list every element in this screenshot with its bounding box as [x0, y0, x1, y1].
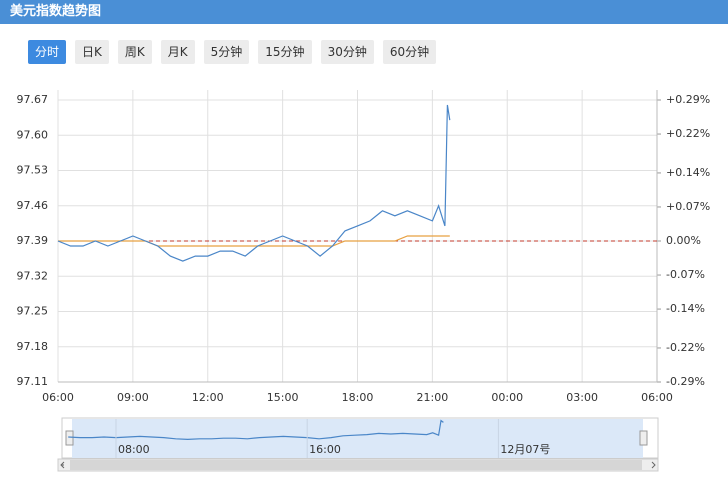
y2-tick-label: -0.14% — [666, 302, 705, 315]
tab[interactable]: 月K — [160, 40, 195, 64]
series-line — [57, 104, 451, 262]
y-tick-label: 97.32 — [17, 269, 49, 282]
y-tick-label: 97.46 — [17, 199, 49, 212]
y-tick-label: 97.25 — [17, 305, 49, 318]
navigator-line — [68, 419, 444, 441]
navigator-tick-label: 08:00 — [118, 443, 150, 456]
y-tick-label: 97.53 — [17, 164, 49, 177]
y2-tick-label: +0.22% — [666, 127, 710, 140]
x-tick-label: 00:00 — [491, 391, 523, 404]
y2-tick-label: +0.14% — [666, 166, 710, 179]
tab[interactable]: 日K — [75, 40, 109, 64]
tab[interactable]: 60分钟 — [382, 40, 437, 64]
x-tick-label: 15:00 — [267, 391, 299, 404]
y2-tick-label: -0.22% — [666, 341, 705, 354]
header-title: 美元指数趋势图 — [10, 4, 102, 19]
navigator-handle[interactable] — [65, 430, 74, 446]
navigator-tick-label: 12月07号 — [500, 443, 550, 456]
tab[interactable]: 15分钟 — [258, 40, 312, 64]
y-tick-label: 97.18 — [17, 340, 49, 353]
navigator-window[interactable] — [72, 419, 643, 458]
scroll-left[interactable] — [60, 461, 65, 469]
x-tick-label: 21:00 — [417, 391, 449, 404]
tab[interactable]: 周K — [117, 40, 152, 64]
tab[interactable]: 5分钟 — [203, 40, 250, 64]
scroll-right[interactable] — [651, 461, 656, 469]
y-tick-label: 97.11 — [17, 375, 49, 388]
y2-tick-label: +0.07% — [666, 200, 710, 213]
scrollbar-thumb[interactable] — [70, 460, 642, 470]
tab-bar: 分时 日K 周K 月K 5分钟 15分钟 30分钟 60分钟 — [28, 40, 437, 64]
tab[interactable]: 30分钟 — [320, 40, 374, 64]
y-tick-label: 97.60 — [17, 128, 49, 141]
x-tick-label: 03:00 — [566, 391, 598, 404]
x-tick-label: 12:00 — [192, 391, 224, 404]
x-tick-label: 06:00 — [42, 391, 74, 404]
x-tick-label: 18:00 — [342, 391, 374, 404]
y-tick-label: 97.39 — [17, 234, 49, 247]
y2-tick-label: -0.07% — [666, 268, 705, 281]
x-tick-label: 09:00 — [117, 391, 149, 404]
header: 美元指数趋势图 — [0, 0, 728, 24]
y-tick-label: 97.67 — [17, 93, 49, 106]
navigator-handle[interactable] — [639, 430, 648, 446]
y2-tick-label: +0.29% — [666, 93, 710, 106]
x-tick-label: 06:00 — [641, 391, 673, 404]
y2-tick-label: -0.29% — [666, 375, 705, 388]
y2-tick-label: 0.00% — [666, 234, 701, 247]
tab[interactable]: 分时 — [28, 40, 67, 64]
series-line — [58, 235, 450, 247]
navigator-tick-label: 16:00 — [309, 443, 341, 456]
